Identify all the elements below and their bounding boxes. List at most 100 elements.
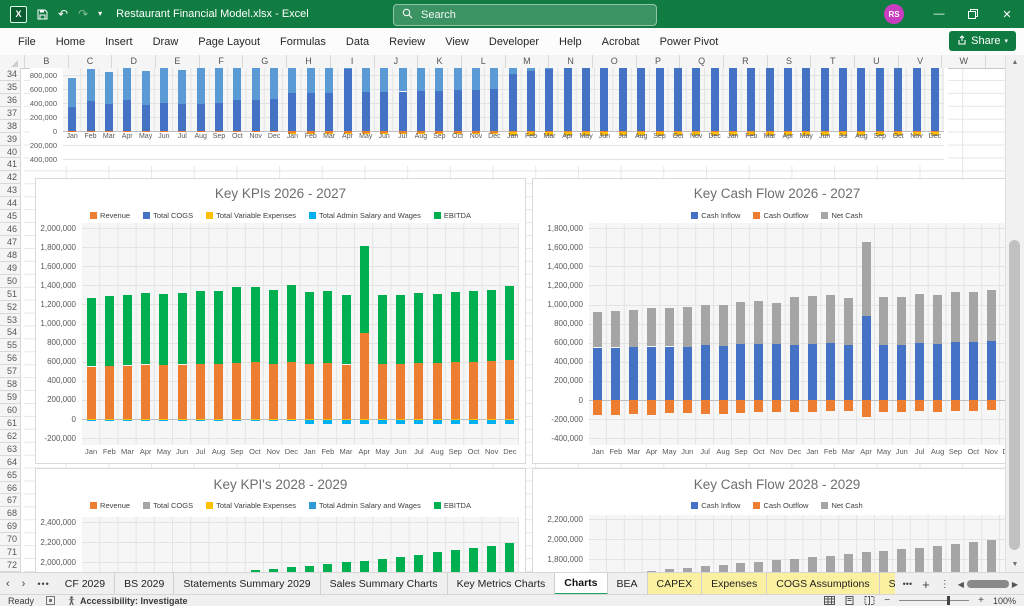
sheet-tab-bs-2029[interactable]: BS 2029 (115, 573, 174, 595)
row-header-57[interactable]: 57 (0, 365, 20, 378)
vertical-scrollbar-thumb[interactable] (1009, 240, 1020, 550)
row-header-47[interactable]: 47 (0, 236, 20, 249)
excel-app-icon[interactable]: X (10, 6, 27, 23)
row-header-39[interactable]: 39 (0, 133, 20, 146)
ribbon-tab-view[interactable]: View (435, 29, 479, 55)
column-header-U[interactable]: U (855, 55, 899, 68)
row-header-62[interactable]: 62 (0, 430, 20, 443)
row-header-72[interactable]: 72 (0, 559, 20, 572)
sheet-tab-sales-summary-charts[interactable]: Sales Summary Charts (321, 573, 448, 595)
column-header-I[interactable]: I (331, 55, 375, 68)
row-header-46[interactable]: 46 (0, 223, 20, 236)
ribbon-tab-formulas[interactable]: Formulas (270, 29, 336, 55)
row-header-37[interactable]: 37 (0, 107, 20, 120)
row-header-52[interactable]: 52 (0, 301, 20, 314)
column-header-B[interactable]: B (25, 55, 69, 68)
ribbon-tab-developer[interactable]: Developer (479, 29, 549, 55)
ribbon-tab-data[interactable]: Data (336, 29, 379, 55)
save-icon[interactable] (37, 9, 48, 20)
row-header-63[interactable]: 63 (0, 443, 20, 456)
column-header-N[interactable]: N (549, 55, 593, 68)
sheet-tab-cogs-assumptions[interactable]: COGS Assumptions (767, 573, 879, 595)
row-header-56[interactable]: 56 (0, 352, 20, 365)
row-header-55[interactable]: 55 (0, 339, 20, 352)
column-header-F[interactable]: F (200, 55, 244, 68)
sheet-tab-cf-2029[interactable]: CF 2029 (56, 573, 115, 595)
row-header-71[interactable]: 71 (0, 546, 20, 559)
ribbon-tab-review[interactable]: Review (379, 29, 435, 55)
zoom-in-button[interactable]: + (978, 595, 984, 606)
search-input[interactable] (393, 4, 657, 26)
row-header-40[interactable]: 40 (0, 146, 20, 159)
sheet-tab-bea[interactable]: BEA (608, 573, 648, 595)
sheet-tab-charts[interactable]: Charts (555, 573, 607, 595)
row-header-53[interactable]: 53 (0, 314, 20, 327)
column-header-V[interactable]: V (899, 55, 943, 68)
chart-key-kpis-2026-2027[interactable]: Key KPIs 2026 - 2027RevenueTotal COGSTot… (35, 178, 526, 464)
chart-key-cash-flow-2028-2029[interactable]: Key Cash Flow 2028 - 2029Cash InflowCash… (532, 468, 1022, 572)
column-header-Q[interactable]: Q (680, 55, 724, 68)
row-header-67[interactable]: 67 (0, 494, 20, 507)
column-header-W[interactable]: W (942, 55, 986, 68)
row-header-35[interactable]: 35 (0, 81, 20, 94)
avatar[interactable]: RS (884, 4, 904, 24)
column-header-P[interactable]: P (637, 55, 681, 68)
horizontal-scrollbar-thumb[interactable] (967, 580, 1009, 588)
qat-chevron-icon[interactable]: ▾ (98, 10, 102, 18)
column-header-M[interactable]: M (506, 55, 550, 68)
minimize-button[interactable]: — (922, 0, 956, 28)
chart-top-monthly-stacked-chart-partial[interactable]: 1,000,000800,000600,000400,000200,0000-2… (30, 68, 948, 166)
column-header-L[interactable]: L (462, 55, 506, 68)
share-button[interactable]: Share ▾ (949, 31, 1016, 51)
row-header-54[interactable]: 54 (0, 326, 20, 339)
new-sheet-button[interactable]: + (922, 577, 930, 592)
scroll-right-icon[interactable]: ▶ (1012, 580, 1018, 589)
row-header-64[interactable]: 64 (0, 456, 20, 469)
row-header-45[interactable]: 45 (0, 210, 20, 223)
chart-key-kpis-2028-2029[interactable]: Key KPI's 2028 - 2029RevenueTotal COGSTo… (35, 468, 526, 572)
row-header-68[interactable]: 68 (0, 507, 20, 520)
row-header-70[interactable]: 70 (0, 533, 20, 546)
ribbon-tab-acrobat[interactable]: Acrobat (592, 29, 650, 55)
ribbon-tab-power-pivot[interactable]: Power Pivot (650, 29, 729, 55)
row-header-61[interactable]: 61 (0, 417, 20, 430)
search-field[interactable] (419, 8, 613, 22)
restore-button[interactable] (956, 0, 990, 28)
ribbon-tab-help[interactable]: Help (549, 29, 592, 55)
scroll-up-icon[interactable]: ▲ (1006, 55, 1024, 70)
scroll-down-icon[interactable]: ▼ (1006, 557, 1024, 572)
column-header-O[interactable]: O (593, 55, 637, 68)
normal-view-icon[interactable] (824, 596, 835, 605)
sheet-nav-right-icon[interactable]: › (16, 573, 32, 595)
column-header-R[interactable]: R (724, 55, 768, 68)
row-header-42[interactable]: 42 (0, 171, 20, 184)
zoom-out-button[interactable]: − (884, 595, 890, 606)
column-header-X[interactable]: X (986, 55, 1006, 68)
sheet-tab-statements-summary-2029[interactable]: Statements Summary 2029 (174, 573, 320, 595)
row-header-41[interactable]: 41 (0, 158, 20, 171)
row-header-69[interactable]: 69 (0, 520, 20, 533)
row-header-44[interactable]: 44 (0, 197, 20, 210)
column-header-J[interactable]: J (375, 55, 419, 68)
row-header-66[interactable]: 66 (0, 482, 20, 495)
undo-icon[interactable]: ↶ (58, 8, 68, 20)
column-header-H[interactable]: H (287, 55, 331, 68)
row-header-65[interactable]: 65 (0, 469, 20, 482)
row-header-43[interactable]: 43 (0, 184, 20, 197)
page-layout-view-icon[interactable] (844, 596, 855, 605)
page-break-view-icon[interactable] (864, 596, 875, 605)
column-header-E[interactable]: E (156, 55, 200, 68)
close-button[interactable]: ✕ (990, 0, 1024, 28)
row-header-36[interactable]: 36 (0, 94, 20, 107)
zoom-slider[interactable] (899, 600, 969, 601)
row-header-50[interactable]: 50 (0, 275, 20, 288)
more-sheets-icon[interactable]: ••• (903, 579, 912, 589)
column-header-S[interactable]: S (768, 55, 812, 68)
column-header-T[interactable]: T (811, 55, 855, 68)
ribbon-tab-file[interactable]: File (8, 29, 46, 55)
kebab-menu-icon[interactable]: ⋮ (940, 579, 950, 590)
row-header-51[interactable]: 51 (0, 288, 20, 301)
column-header-K[interactable]: K (418, 55, 462, 68)
ribbon-tab-home[interactable]: Home (46, 29, 95, 55)
row-header-49[interactable]: 49 (0, 262, 20, 275)
